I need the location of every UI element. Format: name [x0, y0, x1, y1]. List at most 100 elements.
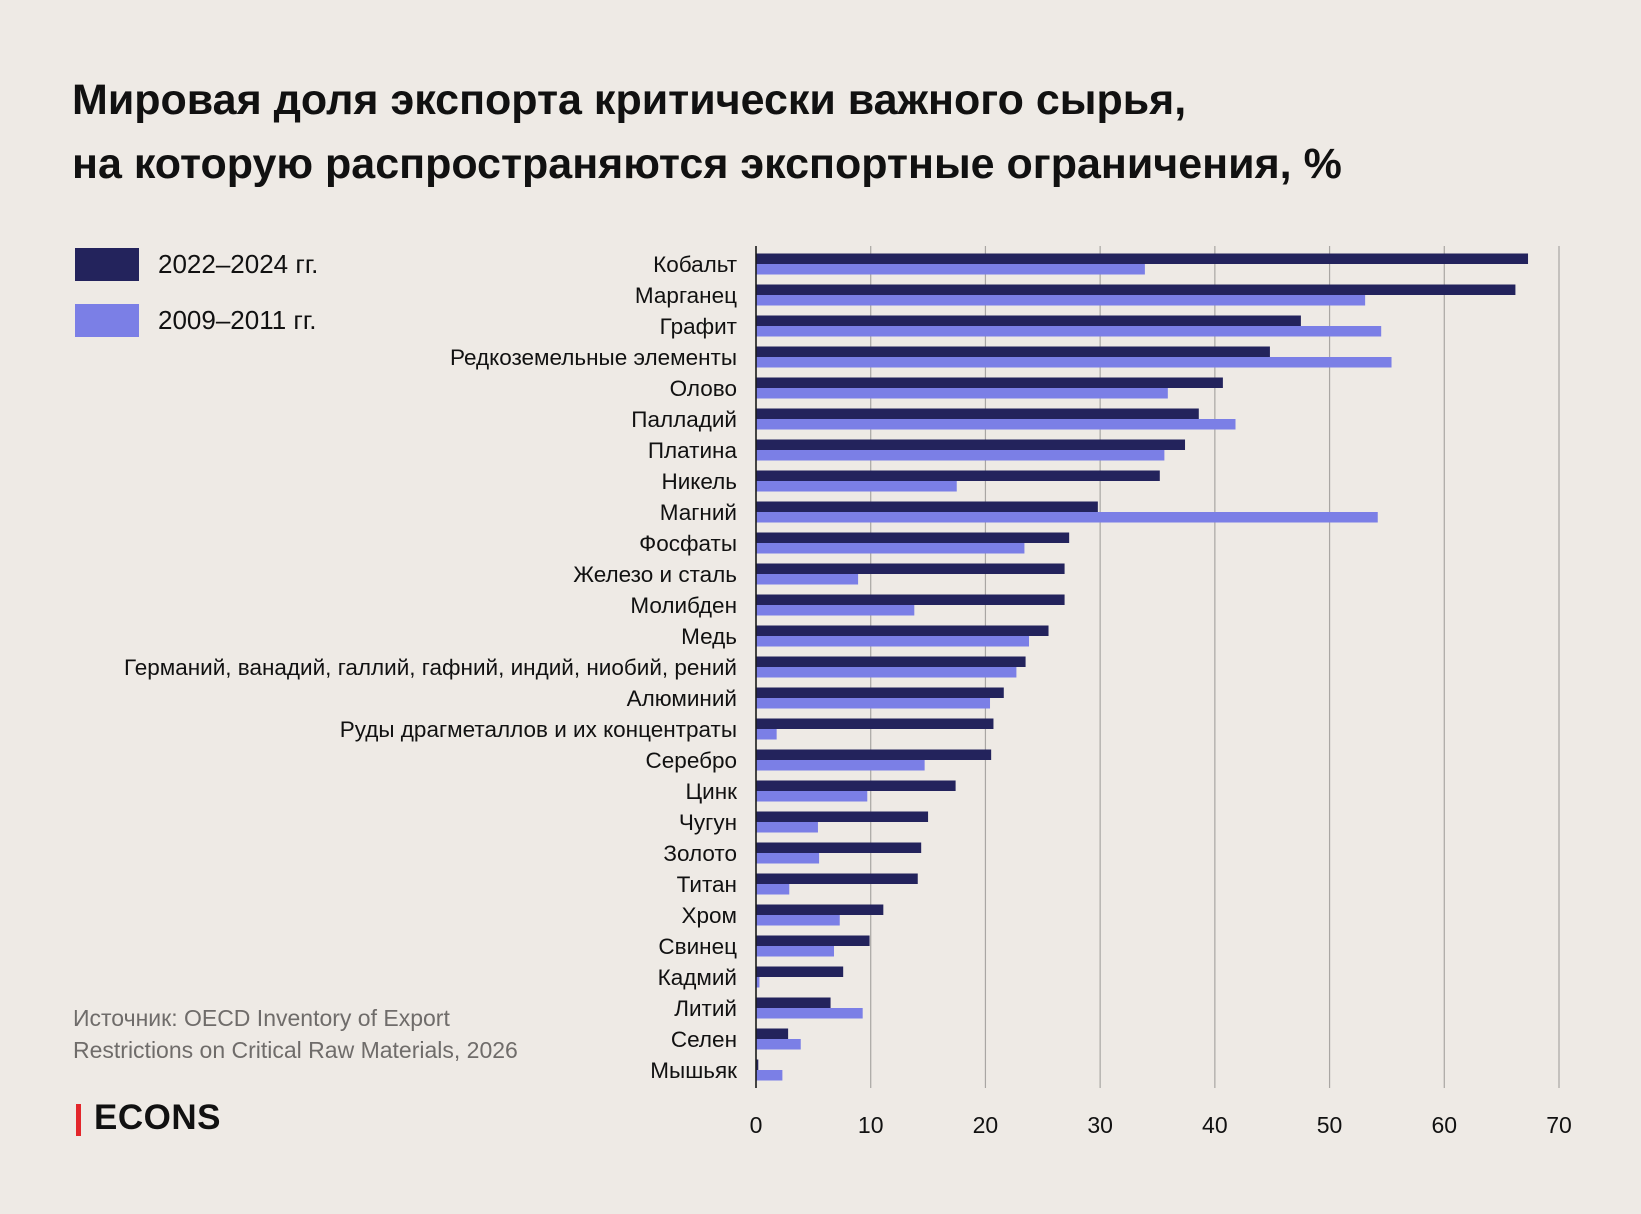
category-label: Железо и сталь	[573, 562, 737, 587]
category-label: Свинец	[658, 934, 737, 959]
category-label: Платина	[648, 438, 738, 463]
category-label: Германий, ванадий, галлий, гафний, индий…	[124, 655, 737, 680]
bar-2022-2024	[756, 439, 1186, 450]
category-label: Никель	[661, 469, 737, 494]
category-label: Молибден	[630, 593, 737, 618]
x-tick-label: 20	[973, 1112, 999, 1138]
chart-title: Мировая доля экспорта критически важного…	[72, 68, 1342, 196]
bar-2009-2011	[756, 946, 835, 957]
bar-2022-2024	[756, 408, 1199, 419]
bar-2022-2024	[756, 1028, 789, 1039]
bar-2009-2011	[756, 326, 1382, 337]
source-line-2: Restrictions on Critical Raw Materials, …	[73, 1037, 518, 1063]
bar-2009-2011	[756, 450, 1165, 461]
bar-2009-2011	[756, 543, 1025, 554]
x-tick-label: 50	[1317, 1112, 1343, 1138]
bar-2009-2011	[756, 1070, 783, 1081]
x-tick-label: 30	[1087, 1112, 1113, 1138]
x-tick-label: 60	[1431, 1112, 1457, 1138]
bar-2022-2024	[756, 687, 1004, 698]
bar-2022-2024	[756, 563, 1065, 574]
category-label: Литий	[674, 996, 737, 1021]
bar-2009-2011	[756, 512, 1378, 523]
x-tick-label: 0	[750, 1112, 763, 1138]
bar-2022-2024	[756, 749, 992, 760]
bar-2009-2011	[756, 915, 840, 926]
category-label: Руды драгметаллов и их концентраты	[340, 717, 737, 742]
bar-2009-2011	[756, 1008, 863, 1019]
bar-2009-2011	[756, 295, 1366, 306]
bar-2022-2024	[756, 625, 1049, 636]
legend-swatch-earlier	[75, 304, 139, 337]
bar-2009-2011	[756, 605, 915, 616]
bar-2009-2011	[756, 357, 1392, 368]
bar-2022-2024	[756, 501, 1098, 512]
bar-2022-2024	[756, 718, 994, 729]
category-label: Титан	[677, 872, 737, 897]
chart-title-line-1: Мировая доля экспорта критически важного…	[72, 76, 1187, 124]
bar-2009-2011	[756, 977, 760, 988]
category-label: Чугун	[679, 810, 737, 835]
bar-2022-2024	[756, 997, 831, 1008]
bar-2009-2011	[756, 853, 820, 864]
bar-2022-2024	[756, 904, 884, 915]
category-label: Кадмий	[658, 965, 737, 990]
bar-2022-2024	[756, 532, 1070, 543]
legend-label-recent: 2022–2024 гг.	[158, 249, 319, 279]
bar-2022-2024	[756, 935, 870, 946]
chart-title-line-2: на которую распространяются экспортные о…	[72, 140, 1342, 188]
bar-2009-2011	[756, 1039, 801, 1050]
category-label: Кобальт	[653, 252, 737, 277]
category-label: Селен	[671, 1027, 737, 1052]
category-label: Хром	[681, 903, 737, 928]
bar-2022-2024	[756, 966, 844, 977]
bar-2009-2011	[756, 884, 790, 895]
bar-2009-2011	[756, 574, 859, 585]
category-label: Редкоземельные элементы	[450, 345, 737, 370]
category-label: Серебро	[646, 748, 737, 773]
category-label: Фосфаты	[639, 531, 737, 556]
bar-2022-2024	[756, 780, 956, 791]
bar-2022-2024	[756, 253, 1529, 264]
category-label: Графит	[660, 314, 737, 339]
x-tick-label: 40	[1202, 1112, 1228, 1138]
bar-2009-2011	[756, 481, 957, 492]
source-line-1: Источник: OECD Inventory of Export	[73, 1005, 450, 1031]
category-label: Марганец	[635, 283, 737, 308]
source-note: Источник: OECD Inventory of Export Restr…	[73, 1002, 518, 1066]
category-label: Медь	[681, 624, 737, 649]
logo-text: ECONS	[94, 1098, 221, 1137]
legend-swatch-recent	[75, 248, 139, 281]
bar-2009-2011	[756, 667, 1017, 678]
bar-2009-2011	[756, 791, 868, 802]
bar-2022-2024	[756, 315, 1301, 326]
bar-2022-2024	[756, 873, 918, 884]
bar-2022-2024	[756, 811, 929, 822]
bar-2009-2011	[756, 636, 1030, 647]
category-label: Олово	[670, 376, 737, 401]
bar-2022-2024	[756, 284, 1516, 295]
bar-2009-2011	[756, 698, 991, 709]
legend-label-earlier: 2009–2011 гг.	[158, 305, 317, 335]
bar-2009-2011	[756, 388, 1168, 399]
bar-2022-2024	[756, 656, 1026, 667]
x-tick-label: 70	[1546, 1112, 1572, 1138]
category-label: Мышьяк	[650, 1058, 737, 1083]
x-tick-label: 10	[858, 1112, 884, 1138]
bar-2022-2024	[756, 1059, 759, 1070]
bar-2009-2011	[756, 264, 1145, 275]
bar-2009-2011	[756, 760, 925, 771]
category-label: Палладий	[631, 407, 737, 432]
bar-2022-2024	[756, 842, 922, 853]
bar-2022-2024	[756, 346, 1270, 357]
category-label: Магний	[660, 500, 737, 525]
bar-2022-2024	[756, 594, 1065, 605]
logo-accent-bar	[76, 1104, 81, 1136]
bar-2009-2011	[756, 822, 818, 833]
bar-2009-2011	[756, 729, 777, 740]
bar-2009-2011	[756, 419, 1236, 430]
bar-2022-2024	[756, 470, 1160, 481]
category-label: Золото	[663, 841, 737, 866]
category-label: Цинк	[686, 779, 738, 804]
